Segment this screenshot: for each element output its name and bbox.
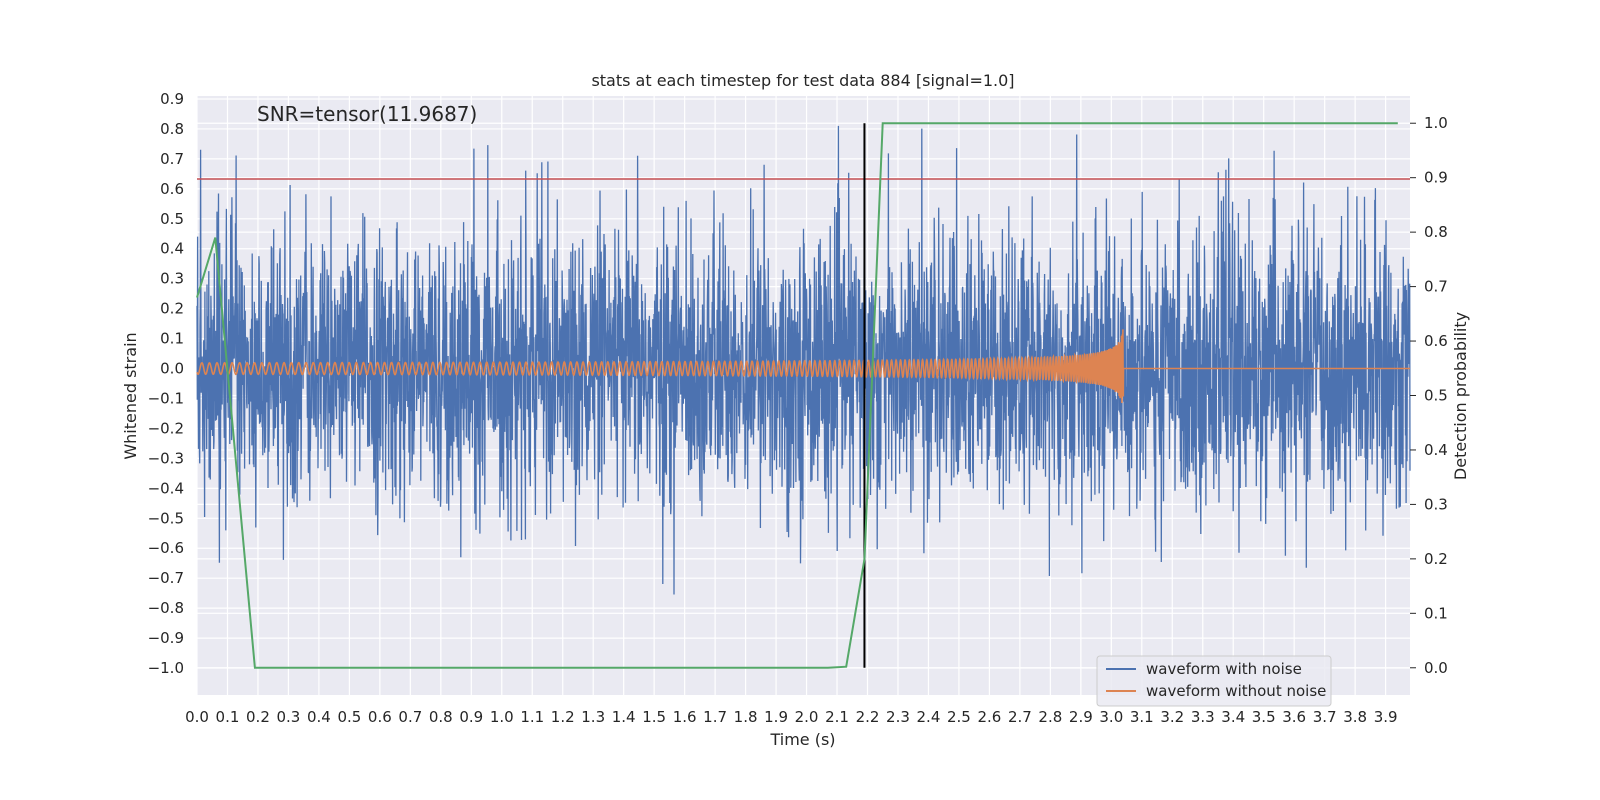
noisy-waveform-line xyxy=(196,125,1411,595)
y-tick-label: 0.8 xyxy=(160,120,184,138)
x-tick-label: 0.6 xyxy=(368,708,392,726)
x-axis-ticks: 0.0 0.1 0.2 0.3 0.4 0.5 0.6 0.7 0.8 0.9 1.0 1.1 1.2 1… xyxy=(185,708,1397,726)
y2-axis-label: Detection probability xyxy=(1451,312,1470,480)
x-tick-label: 3.1 xyxy=(1130,708,1154,726)
legend: waveform with noise waveform without noi… xyxy=(1096,655,1332,707)
x-tick-label: 1.4 xyxy=(612,708,636,726)
x-tick-label: 3.9 xyxy=(1374,708,1398,726)
x-tick-label: 2.2 xyxy=(856,708,880,726)
x-tick-label: 0.4 xyxy=(307,708,331,726)
clean-waveform-line xyxy=(196,329,1410,404)
x-tick-label: 1.9 xyxy=(764,708,788,726)
y-axis-ticks: 0.9 0.8 0.7 0.6 0.5 0.4 0.3 0.2 0.1 0.0 −0.1 −0.2 −0… xyxy=(148,90,184,677)
y-tick-label: 0.2 xyxy=(160,300,184,318)
y-tick-label: −0.3 xyxy=(148,449,184,467)
series-waveform-with-noise xyxy=(196,125,1411,595)
x-tick-label: 2.6 xyxy=(977,708,1001,726)
y-tick-label: −0.9 xyxy=(148,629,184,647)
chart-title: stats at each timestep for test data 884… xyxy=(591,71,1014,90)
y-tick-label: −0.8 xyxy=(148,599,184,617)
x-tick-label: 1.1 xyxy=(520,708,544,726)
y-tick-label: 0.4 xyxy=(160,240,184,258)
x-tick-label: 3.7 xyxy=(1313,708,1337,726)
y2-tick-label: 0.0 xyxy=(1424,659,1448,677)
y-tick-label: −0.1 xyxy=(148,389,184,407)
x-tick-label: 1.8 xyxy=(734,708,758,726)
x-tick-label: 0.9 xyxy=(459,708,483,726)
x-tick-label: 1.3 xyxy=(581,708,605,726)
x-tick-label: 1.7 xyxy=(703,708,727,726)
x-tick-label: 3.2 xyxy=(1160,708,1184,726)
x-tick-label: 0.1 xyxy=(216,708,240,726)
x-tick-label: 1.5 xyxy=(642,708,666,726)
y2-tick-label: 0.1 xyxy=(1424,604,1448,622)
y2-tick-label: 0.2 xyxy=(1424,550,1448,568)
y-tick-label: 0.5 xyxy=(160,210,184,228)
x-tick-label: 2.9 xyxy=(1069,708,1093,726)
x-tick-label: 0.0 xyxy=(185,708,209,726)
probability-line xyxy=(196,122,1398,669)
x-tick-label: 3.5 xyxy=(1252,708,1276,726)
x-tick-label: 1.2 xyxy=(551,708,575,726)
legend-label-noise: waveform with noise xyxy=(1146,660,1302,678)
x-axis-label: Time (s) xyxy=(769,730,835,749)
y-tick-label: −0.6 xyxy=(148,539,184,557)
x-tick-label: 2.4 xyxy=(917,708,941,726)
x-tick-label: 2.1 xyxy=(825,708,849,726)
x-tick-label: 2.3 xyxy=(886,708,910,726)
x-tick-label: 3.0 xyxy=(1099,708,1123,726)
y2-tick-label: 0.5 xyxy=(1424,387,1448,405)
series-detection-probability xyxy=(196,122,1398,669)
x-tick-label: 0.7 xyxy=(398,708,422,726)
legend-label-clean: waveform without noise xyxy=(1146,682,1326,700)
x-tick-label: 0.3 xyxy=(277,708,301,726)
x-tick-label: 1.6 xyxy=(673,708,697,726)
y2-tick-label: 0.8 xyxy=(1424,223,1448,241)
x-tick-label: 2.8 xyxy=(1038,708,1062,726)
y-tick-label: 0.3 xyxy=(160,270,184,288)
x-tick-label: 2.7 xyxy=(1008,708,1032,726)
y2-axis-ticks: 1.0 0.9 0.8 0.7 0.6 0.5 0.4 0.3 0.2 0.1 0.0 xyxy=(1410,114,1448,677)
y-tick-label: 0.0 xyxy=(160,360,184,378)
y2-tick-label: 1.0 xyxy=(1424,114,1448,132)
y2-tick-label: 0.6 xyxy=(1424,332,1448,350)
y2-tick-label: 0.4 xyxy=(1424,441,1448,459)
y-tick-label: 0.1 xyxy=(160,330,184,348)
y2-tick-label: 0.9 xyxy=(1424,169,1448,187)
x-tick-label: 2.0 xyxy=(795,708,819,726)
x-tick-label: 3.3 xyxy=(1191,708,1215,726)
x-tick-label: 3.4 xyxy=(1221,708,1245,726)
x-tick-label: 1.0 xyxy=(490,708,514,726)
y-tick-label: −0.2 xyxy=(148,419,184,437)
x-tick-label: 3.8 xyxy=(1343,708,1367,726)
snr-annotation: SNR=tensor(11.9687) xyxy=(257,102,477,126)
y-tick-label: −0.5 xyxy=(148,509,184,527)
legend-box xyxy=(1096,655,1332,707)
x-tick-label: 0.8 xyxy=(429,708,453,726)
y-tick-label: −0.4 xyxy=(148,479,184,497)
x-tick-label: 2.5 xyxy=(947,708,971,726)
x-tick-label: 0.2 xyxy=(246,708,270,726)
series-waveform-without-noise xyxy=(196,329,1410,404)
y-tick-label: 0.6 xyxy=(160,180,184,198)
x-tick-label: 0.5 xyxy=(337,708,361,726)
y2-tick-label: 0.7 xyxy=(1424,278,1448,296)
x-tick-label: 3.6 xyxy=(1282,708,1306,726)
y-axis-label: Whitened strain xyxy=(121,332,140,459)
y-tick-label: −1.0 xyxy=(148,659,184,677)
y2-tick-label: 0.3 xyxy=(1424,495,1448,513)
y-tick-label: 0.7 xyxy=(160,150,184,168)
y-tick-label: −0.7 xyxy=(148,569,184,587)
y-tick-label: 0.9 xyxy=(160,90,184,108)
